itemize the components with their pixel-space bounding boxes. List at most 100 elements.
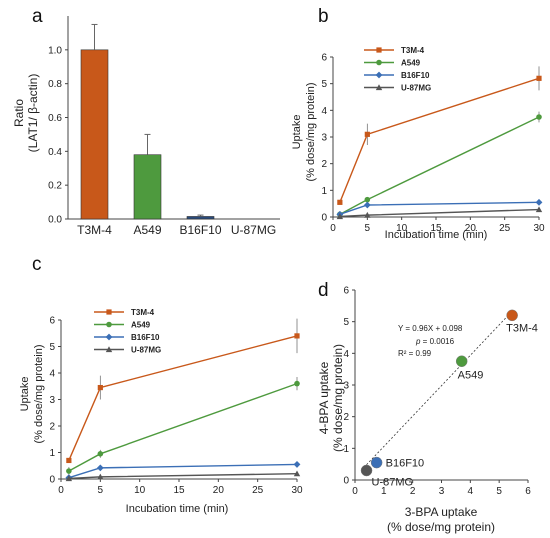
panel-d-ylabel-line1: 4-BPA uptake: [317, 361, 331, 434]
panel-b-point-u-87mg: [535, 206, 543, 213]
panel-c-legend-marker-u-87mg: [105, 346, 113, 353]
panel-d-xtick-label: 1: [381, 486, 387, 497]
panel-d-xtick-label: 3: [439, 486, 445, 497]
panel-d-xtick-label: 4: [468, 486, 474, 497]
panel-d-xlabel-line1: 3-BPA uptake: [405, 505, 478, 519]
panel-b-legend-marker-t3m-4: [376, 47, 382, 53]
panel-a-ytick-label: 0.6: [48, 113, 62, 124]
panel-b-point-b16f10: [363, 201, 371, 209]
panel-a-category-label-u-87mg: U-87MG: [231, 223, 276, 237]
panel-b-ytick-label: 0: [321, 213, 327, 224]
panel-d-point-label-t3m-4: T3M-4: [506, 322, 538, 334]
panel-b-xtick-label: 0: [330, 223, 336, 234]
panel-d-fit-equation: Y = 0.96X + 0.098: [398, 324, 463, 333]
panel-d-ytick-label: 2: [343, 412, 349, 423]
panel-b-legend-label-b16f10: B16F10: [401, 71, 430, 80]
panel-d-ytick-label: 4: [343, 349, 349, 360]
panel-a-ytick-label: 0.4: [48, 147, 62, 158]
panel-b-point-a549: [536, 114, 542, 120]
panel-b-ytick-label: 1: [321, 186, 327, 197]
panel-c-legend-marker-b16f10: [105, 333, 113, 341]
panel-letter-d: d: [318, 280, 329, 301]
panel-c-series-line-t3m-4: [68, 335, 298, 461]
panel-c-ytick-label: 2: [49, 422, 55, 433]
panel-a-bar-a549: [133, 154, 162, 220]
panel-c-xtick-label: 10: [134, 485, 146, 496]
panel-a-ytick-label: 1.0: [48, 45, 62, 56]
panel-b-legend: T3M-4 A549 B16F10 U-87MG: [364, 46, 431, 93]
panel-c-line-chart: 0 1 2 3 4 5 6 0 5 10 15 20 25 30 T3M-4 A549 B16F10 U-87MG…: [19, 308, 303, 515]
panel-c-legend-marker-a549: [106, 321, 112, 328]
panel-b-series-line-t3m-4: [339, 77, 540, 203]
panel-d-ytick-label: 3: [343, 381, 349, 392]
panel-b-ylabel-line1: Uptake: [291, 115, 303, 150]
panel-c-point-b16f10: [96, 464, 104, 472]
panel-c-legend-label-u-87mg: U-87MG: [131, 346, 161, 355]
panel-c-point-u-87mg: [65, 475, 73, 482]
panel-d-point-label-a549: A549: [458, 369, 484, 381]
panel-a-bar-t3m-4: [80, 49, 109, 220]
panel-a-plot-area: 0.0 0.2 0.4 0.6 0.8 1.0 T3M-4 A549 B16F10 U-87MG: [48, 16, 280, 237]
panel-c-legend-label-b16f10: B16F10: [131, 333, 160, 342]
panel-c-xtick-label: 20: [213, 485, 225, 496]
panel-d-ytick-label: 0: [343, 476, 349, 487]
panel-letter-c: c: [32, 254, 42, 275]
panel-b-point-u-87mg: [364, 211, 371, 218]
panel-a-ytick-label: 0.0: [48, 215, 62, 226]
panel-c-ylabel-line1: Uptake: [19, 377, 31, 412]
panel-b-ytick-label: 3: [321, 133, 327, 144]
panel-d-xtick-label: 0: [352, 486, 358, 497]
panel-d-ylabel-line2: (% dose/mg protein): [331, 344, 345, 452]
panel-b-legend-label-t3m-4: T3M-4: [401, 46, 425, 55]
panel-b-point-b16f10: [535, 198, 543, 206]
panel-c-xtick-label: 25: [252, 485, 264, 496]
panel-d-fit-line: [366, 310, 513, 466]
panel-c-xlabel: Incubation time (min): [126, 503, 229, 515]
panel-d-p-symbol: p: [415, 337, 421, 346]
panel-c-legend-label-t3m-4: T3M-4: [131, 308, 155, 317]
panel-b-point-t3m-4: [536, 75, 542, 81]
panel-b-plot-area: 0 1 2 3 4 5 6 0 5 10 15 20 25 30 T3M-4 A549 B16F10 U-87MG: [321, 46, 545, 234]
panel-d-point-b16f10: [370, 456, 383, 469]
panel-d-xlabel-line2: (% dose/mg protein): [387, 520, 495, 534]
panel-c-point-t3m-4: [294, 333, 300, 339]
panel-d-point-u-87mg: [360, 464, 373, 477]
panel-d-point-label-b16f10: B16F10: [386, 458, 425, 470]
panel-b-line-chart: 0 1 2 3 4 5 6 0 5 10 15 20 25 30 T3M-4 A549 B16F10 U-87MG…: [291, 46, 545, 241]
panel-letter-b: b: [318, 6, 329, 27]
panel-b-point-a549: [364, 196, 371, 203]
panel-c-ytick-label: 6: [49, 316, 55, 327]
panel-a-ylabel-line2: (LAT1/ β-actin): [26, 74, 40, 153]
panel-c-ytick-label: 3: [49, 395, 55, 406]
panel-b-point-t3m-4: [337, 199, 343, 205]
panel-b-xtick-label: 30: [533, 223, 545, 234]
panel-a-ylabel-line1: Ratio: [12, 99, 26, 127]
panel-c-ytick-label: 4: [49, 369, 55, 380]
panel-d-point-t3m-4: [506, 309, 518, 322]
panel-b-legend-marker-u-87mg: [375, 84, 383, 91]
panel-a-category-label-b16f10: B16F10: [179, 223, 221, 237]
panel-b-ytick-label: 5: [321, 79, 327, 90]
panel-d-p-value: p = 0.0016: [415, 337, 455, 346]
panel-c-xtick-label: 5: [98, 485, 104, 496]
panel-a-category-label-t3m-4: T3M-4: [77, 223, 112, 237]
panel-c-xtick-label: 30: [291, 485, 303, 496]
panel-d-point-label-u-87mg: U-87MG: [372, 477, 414, 489]
panel-b-xtick-label: 20: [465, 223, 477, 234]
panel-a-ytick-label: 0.8: [48, 79, 62, 90]
panel-d-scatter-chart: 0 1 2 3 4 5 6 0 1 2 3 4 5 6 T3M-4 A549 B16F10 U-87MG 4-BP…: [317, 286, 538, 535]
panel-b-point-t3m-4: [364, 131, 370, 137]
panel-c-series-line-a549: [68, 382, 298, 472]
panel-b-ytick-label: 6: [321, 53, 327, 64]
panel-b-xtick-label: 25: [499, 223, 511, 234]
panel-b-xlabel: Incubation time (min): [385, 229, 488, 241]
panel-c-point-t3m-4: [97, 384, 103, 391]
panel-c-plot-area: 0 1 2 3 4 5 6 0 5 10 15 20 25 30 T3M-4 A549 B16F10 U-87MG: [49, 308, 303, 496]
panel-a-bar-b16f10: [186, 216, 215, 220]
panel-d-ytick-label: 1: [343, 444, 349, 455]
panel-c-point-b16f10: [293, 461, 301, 468]
panel-c-point-u-87mg: [293, 470, 301, 477]
panel-a-ytick-label: 0.2: [48, 181, 62, 192]
panel-c-point-a549: [294, 380, 300, 387]
